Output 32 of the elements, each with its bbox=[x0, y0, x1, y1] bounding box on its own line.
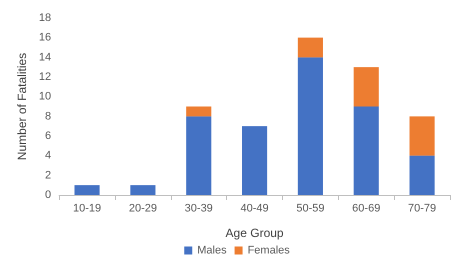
y-axis-title: Number of Fatalities bbox=[15, 52, 29, 160]
bar bbox=[186, 106, 212, 116]
bar bbox=[410, 116, 435, 156]
bar bbox=[298, 57, 323, 195]
bar bbox=[74, 185, 100, 195]
x-tick-label: 70-79 bbox=[408, 202, 436, 214]
y-tick-label: 8 bbox=[45, 110, 52, 122]
x-tick-label: 20-29 bbox=[128, 202, 157, 214]
y-tick-label: 4 bbox=[45, 150, 52, 162]
bar bbox=[242, 126, 268, 195]
bar bbox=[186, 116, 212, 195]
x-axis-title: Age Group bbox=[226, 226, 284, 240]
bar bbox=[354, 67, 379, 106]
y-tick-label: 0 bbox=[45, 189, 52, 201]
legend-label: Females bbox=[248, 244, 290, 256]
bar bbox=[410, 156, 435, 195]
bar bbox=[130, 185, 156, 195]
x-tick-label: 40-49 bbox=[240, 202, 269, 214]
x-tick-label: 50-59 bbox=[296, 202, 324, 214]
y-tick-label: 2 bbox=[45, 169, 52, 182]
y-tick-label: 14 bbox=[38, 51, 52, 64]
y-tick-label: 6 bbox=[45, 130, 52, 142]
bar bbox=[298, 38, 323, 58]
x-tick-label: 30-39 bbox=[184, 202, 213, 214]
bar bbox=[354, 106, 379, 195]
y-tick-label: 18 bbox=[38, 12, 52, 24]
legend-label: Males bbox=[197, 244, 228, 256]
x-tick-label: 60-69 bbox=[352, 202, 380, 214]
y-tick-label: 10 bbox=[38, 90, 52, 103]
y-tick-label: 12 bbox=[38, 71, 52, 83]
y-tick-label: 16 bbox=[38, 32, 52, 44]
x-tick-label: 10-19 bbox=[72, 202, 102, 214]
